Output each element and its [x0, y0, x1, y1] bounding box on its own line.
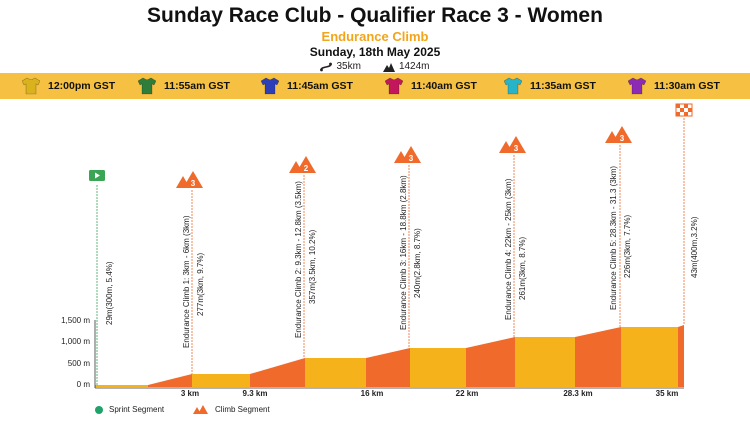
x-tick-label: 35 km: [656, 389, 679, 398]
y-tick-label: 0 m: [77, 380, 91, 389]
start-time-item: 11:30am GST: [628, 73, 720, 99]
svg-text:3: 3: [620, 134, 625, 143]
start-marker: [89, 170, 105, 385]
start-time-label: 12:00pm GST: [48, 80, 116, 92]
x-tick-label: 9.3 km: [243, 389, 268, 398]
finish-segment-label: 43m(400m,3.2%): [690, 216, 699, 278]
sprint-dot-icon: [95, 405, 103, 414]
climb-triangle-icon: [193, 405, 208, 414]
legend-sprint: Sprint Segment: [95, 405, 164, 414]
x-tick-label: 28.3 km: [563, 389, 592, 398]
jersey-icon: [138, 77, 156, 95]
elevation-value: 1424m: [398, 61, 430, 72]
mountain-icon: [382, 62, 395, 72]
start-time-item: 11:35am GST: [504, 73, 596, 99]
climb-category-icon: 3: [394, 146, 421, 163]
climb-2-marker: 2: [289, 156, 316, 358]
climb-4-marker: 3: [499, 136, 526, 337]
climb-category-icon: 3: [499, 136, 526, 153]
y-tick-label: 500 m: [68, 359, 91, 368]
start-time-label: 11:30am GST: [654, 80, 720, 92]
climb-3-stats: 240m(2.8km, 8.7%): [413, 228, 422, 298]
distance-value: 35km: [336, 61, 361, 72]
checkered-flag-icon: [675, 103, 693, 117]
climb-1-marker: 3: [176, 171, 203, 374]
jersey-icon: [385, 77, 403, 95]
climb-5-label: Endurance Climb 5: 28.3km - 31.3 (3km): [609, 166, 618, 310]
climb-5-stats: 226m(3km, 7.7%): [623, 215, 632, 278]
legend-climb: Climb Segment: [193, 405, 270, 414]
climb-4-label: Endurance Climb 4: 22km - 25km (3km): [504, 178, 513, 320]
jersey-icon: [504, 77, 522, 95]
climb-category-icon: 2: [289, 156, 316, 173]
start-time-label: 11:45am GST: [287, 80, 353, 92]
finish-marker: [675, 103, 693, 325]
climb-1-label: Endurance Climb 1: 3km - 6km (3km): [182, 215, 191, 348]
x-tick-label: 22 km: [456, 389, 479, 398]
legend-sprint-label: Sprint Segment: [109, 405, 165, 414]
race-subtitle: Endurance Climb: [321, 29, 429, 44]
svg-text:3: 3: [514, 144, 519, 153]
race-title: Sunday Race Club - Qualifier Race 3 - Wo…: [147, 4, 603, 27]
start-time-label: 11:35am GST: [530, 80, 596, 92]
jersey-icon: [628, 77, 646, 95]
climb-category-icon: 3: [176, 171, 203, 188]
svg-text:3: 3: [191, 179, 196, 188]
route-icon: [320, 62, 333, 71]
climb-category-icon: 3: [605, 126, 632, 143]
svg-text:2: 2: [304, 164, 309, 173]
profile-area: [95, 325, 684, 387]
elevation-stat: 1424m: [382, 61, 430, 72]
start-times-band: 12:00pm GST 11:55am GST 11:45am GST 11:4…: [0, 73, 750, 99]
climb-4-stats: 261m(3km, 8.7%): [518, 237, 527, 300]
start-time-item: 11:55am GST: [138, 73, 230, 99]
jersey-icon: [22, 77, 40, 95]
x-tick-label: 3 km: [181, 389, 199, 398]
x-tick-label: 16 km: [361, 389, 384, 398]
jersey-icon: [261, 77, 279, 95]
y-tick-label: 1,000 m: [61, 337, 90, 346]
y-tick-label: 1,500 m: [61, 316, 90, 325]
legend-climb-label: Climb Segment: [215, 405, 270, 414]
race-date: Sunday, 18th May 2025: [309, 45, 441, 59]
race-stats: 35km 1424m: [0, 61, 750, 72]
climb-2-label: Endurance Climb 2: 9.3km - 12.8km (3.5km…: [294, 181, 303, 338]
start-time-label: 11:55am GST: [164, 80, 230, 92]
start-time-label: 11:40am GST: [411, 80, 477, 92]
climb-5-marker: 3: [605, 126, 632, 327]
climb-3-marker: 3: [394, 146, 421, 348]
climb-2-stats: 357m(3.5km, 10.2%): [308, 229, 317, 304]
segment-label: 29m(300m, 5.4%): [105, 261, 114, 325]
start-time-item: 11:45am GST: [261, 73, 353, 99]
start-time-item: 11:40am GST: [385, 73, 477, 99]
climb-3-label: Endurance Climb 3: 16km - 18.8km (2.8km): [399, 175, 408, 330]
start-time-item: 12:00pm GST: [22, 73, 115, 99]
svg-text:3: 3: [409, 154, 414, 163]
climb-1-stats: 277m(3km, 9.7%): [196, 253, 205, 316]
distance-stat: 35km: [320, 61, 361, 72]
